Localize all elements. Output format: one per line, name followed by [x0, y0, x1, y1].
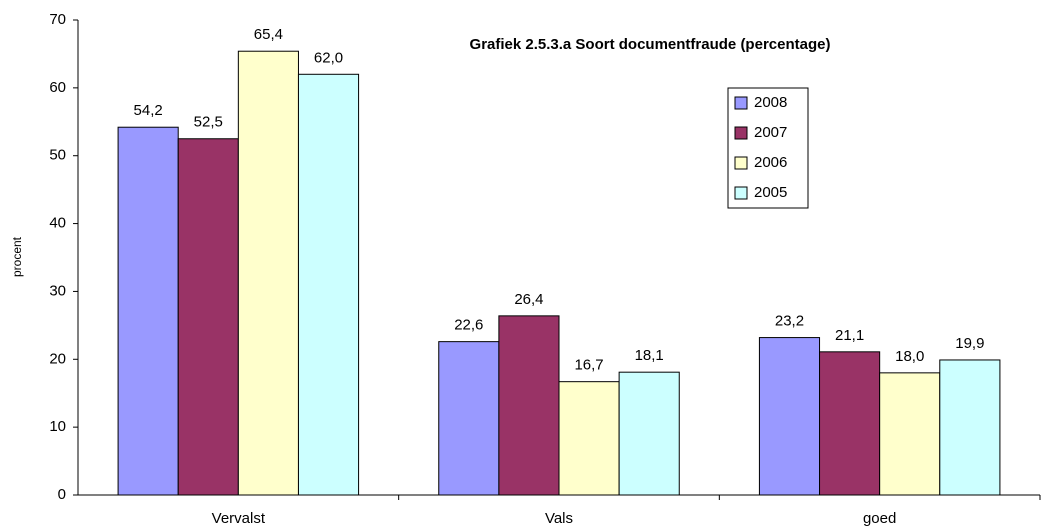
value-label: 54,2 — [134, 102, 163, 119]
value-label: 21,1 — [835, 327, 864, 344]
value-label: 19,9 — [955, 335, 984, 352]
legend-label: 2005 — [754, 184, 787, 201]
bar — [498, 315, 560, 496]
chart-title: Grafiek 2.5.3.a Soort documentfraude (pe… — [470, 36, 831, 53]
bar — [618, 371, 680, 496]
y-tick-label: 30 — [49, 282, 66, 299]
value-label: 18,0 — [895, 348, 924, 365]
legend-label: 2008 — [754, 94, 787, 111]
bar — [879, 372, 941, 496]
bar — [297, 73, 360, 496]
value-label: 65,4 — [254, 26, 283, 43]
value-label: 18,1 — [635, 347, 664, 364]
bar — [237, 50, 299, 496]
y-tick-label: 40 — [49, 215, 66, 232]
value-label: 26,4 — [514, 291, 543, 308]
y-tick-label: 70 — [49, 11, 66, 28]
y-tick-label: 60 — [49, 79, 66, 96]
y-tick-label: 10 — [49, 418, 66, 435]
bar — [758, 337, 821, 496]
legend-swatch — [734, 126, 748, 140]
y-tick-label: 20 — [49, 350, 66, 367]
legend-label: 2006 — [754, 154, 787, 171]
y-tick-label: 50 — [49, 147, 66, 164]
value-label: 16,7 — [574, 357, 603, 374]
bar — [117, 126, 179, 496]
legend-swatch — [734, 156, 748, 170]
bar — [438, 341, 500, 496]
bar — [819, 351, 881, 496]
y-tick-label: 0 — [58, 486, 66, 503]
value-label: 23,2 — [775, 313, 804, 330]
bar — [558, 381, 620, 496]
x-tick-label: Vervalst — [212, 510, 266, 527]
legend-swatch — [734, 186, 748, 200]
legend-swatch — [734, 96, 748, 110]
value-label: 22,6 — [454, 317, 483, 334]
x-tick-label: goed — [863, 510, 896, 527]
bar — [177, 138, 239, 496]
x-tick-label: Vals — [545, 510, 573, 527]
value-label: 62,0 — [314, 49, 343, 66]
y-axis-label: procent — [10, 236, 24, 277]
bar — [939, 359, 1001, 496]
legend-label: 2007 — [754, 124, 787, 141]
value-label: 52,5 — [194, 114, 223, 131]
